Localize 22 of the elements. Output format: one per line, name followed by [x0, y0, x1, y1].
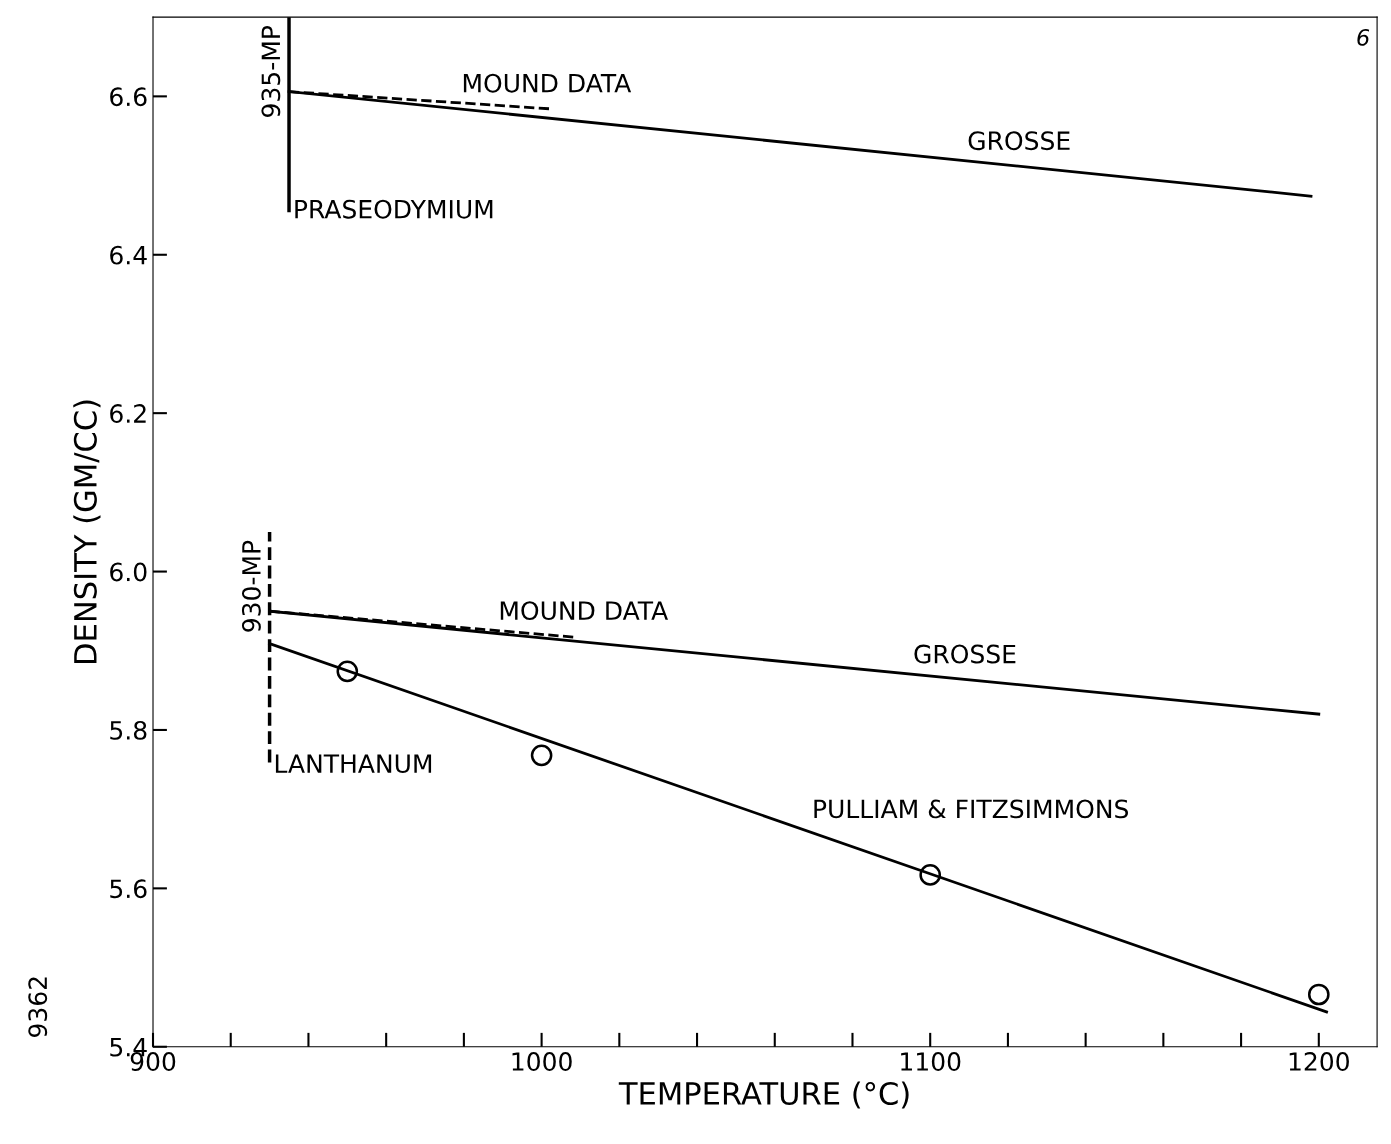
x-tick-label: 1100 — [901, 1052, 961, 1071]
series-label: GROSSE — [968, 131, 1070, 151]
x-tick-label: 1200 — [1289, 1052, 1349, 1071]
x-axis-title: TEMPERATURE (°C) — [618, 1081, 909, 1109]
annotation: 6 — [1357, 28, 1370, 46]
y-tick-label: 6.6 — [110, 87, 147, 107]
series-label: GROSSE — [914, 644, 1016, 664]
ref-line-label: 930-MP — [241, 540, 261, 632]
series-label: MOUND DATA — [500, 601, 669, 621]
series-label: MOUND DATA — [463, 73, 632, 93]
series-label: PULLIAM & FITZSIMMONS — [814, 799, 1129, 819]
y-tick-label: 6.0 — [110, 562, 147, 582]
x-tick-label: 1000 — [512, 1052, 572, 1071]
y-tick-label: 6.2 — [110, 404, 146, 424]
y-tick-label: 5.6 — [110, 879, 147, 899]
annotation: PRASEODYMIUM — [295, 199, 493, 219]
annotation: LANTHANUM — [275, 754, 432, 774]
y-axis-title: DENSITY (GM/CC) — [73, 400, 101, 663]
y-tick-label: 6.4 — [110, 245, 147, 265]
ref-line-label: 935-MP — [261, 25, 281, 117]
text: 9362 — [28, 977, 48, 1037]
y-tick-label: 5.8 — [110, 720, 147, 740]
